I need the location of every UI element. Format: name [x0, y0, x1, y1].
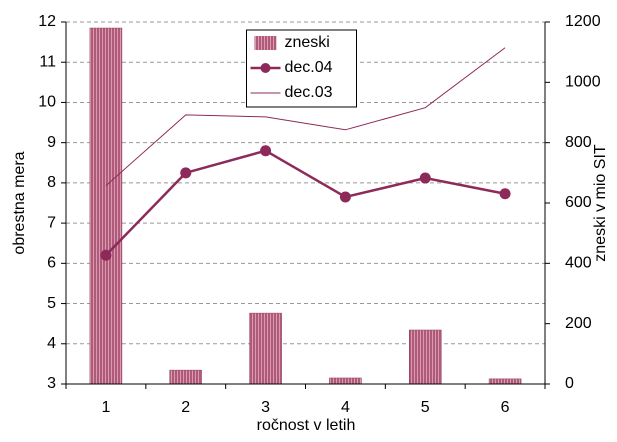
y-tick-label: 7	[47, 214, 56, 231]
x-tick-label: 3	[261, 399, 270, 416]
legend-label: dec.04	[285, 59, 333, 76]
y-tick-label: 4	[47, 335, 56, 352]
x-tick-label: 5	[421, 399, 430, 416]
x-tick-label: 6	[501, 399, 510, 416]
y-tick-label: 6	[47, 255, 56, 272]
line	[105, 149, 506, 257]
marker	[180, 167, 192, 179]
x-tick-label: 2	[181, 399, 190, 416]
y2-tick-label: 0	[565, 375, 574, 392]
bar	[409, 329, 442, 385]
bar	[89, 27, 123, 385]
bar	[249, 312, 282, 385]
x-axis-label: ročnost v letih	[257, 417, 356, 434]
marker	[339, 191, 351, 203]
y2-tick-label: 800	[565, 134, 592, 151]
bar	[488, 378, 522, 385]
y-axis-label: obrestna mera	[11, 151, 28, 254]
legend-swatch	[254, 36, 277, 50]
y2-tick-label: 1200	[565, 13, 601, 30]
y-tick-label: 12	[38, 13, 56, 30]
legend-label: zneski	[285, 34, 330, 51]
y-tick-label: 3	[47, 375, 56, 392]
marker	[499, 188, 511, 200]
marker	[419, 172, 431, 184]
line	[105, 47, 506, 187]
x-tick-label: 1	[101, 399, 110, 416]
marker	[100, 249, 112, 261]
y-tick-label: 11	[39, 53, 56, 70]
y2-tick-label: 1000	[565, 74, 601, 91]
y-tick-label: 9	[47, 134, 56, 151]
legend-marker	[260, 63, 271, 73]
y2-tick-label: 400	[565, 255, 592, 272]
bar	[169, 369, 202, 385]
marker	[260, 145, 272, 157]
y2-tick-label: 600	[565, 194, 592, 211]
y-tick-label: 10	[38, 94, 56, 111]
y-tick-label: 8	[47, 174, 56, 191]
bar	[329, 377, 362, 385]
y2-tick-label: 200	[565, 315, 592, 332]
x-tick-label: 4	[341, 399, 350, 416]
legend-label: dec.03	[285, 84, 333, 101]
y2-axis-label: zneski v mio SIT	[592, 144, 609, 262]
y-tick-label: 5	[47, 295, 56, 312]
